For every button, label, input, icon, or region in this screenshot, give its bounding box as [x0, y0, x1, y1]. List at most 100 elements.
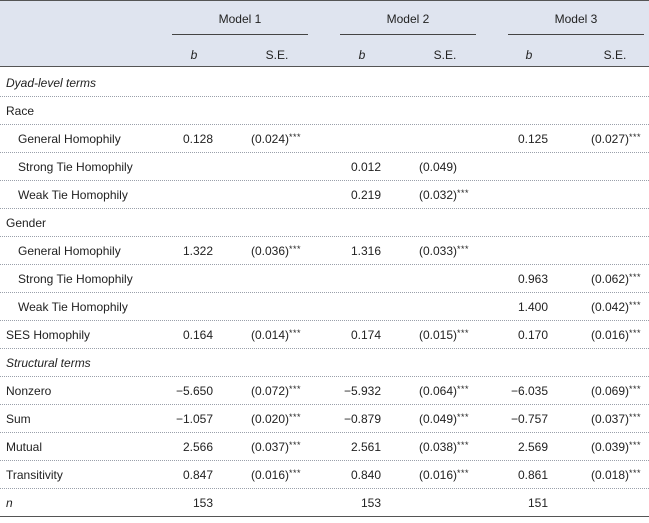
coefficient: 0.012: [350, 160, 381, 174]
significance-stars: ***: [289, 244, 302, 254]
significance-stars: ***: [457, 412, 470, 422]
model-2-se-header: S.E.: [433, 48, 457, 62]
standard-error-value: (0.069): [591, 384, 630, 398]
significance-stars: ***: [289, 440, 302, 450]
standard-error: (0.020)***: [251, 412, 301, 426]
table-row: Sum −1.057 (0.020)*** −0.879 (0.049)*** −0.75…: [0, 405, 649, 433]
table-row: Weak Tie Homophily 0.219 (0.032)***: [0, 181, 649, 209]
table-row: Strong Tie Homophily 0.012 (0.049): [0, 153, 649, 181]
row-label: Gender: [6, 216, 47, 230]
standard-error: (0.027)***: [591, 132, 641, 146]
significance-stars: ***: [457, 440, 470, 450]
significance-stars: ***: [457, 244, 470, 254]
standard-error-value: (0.016): [251, 468, 290, 482]
significance-stars: ***: [289, 328, 302, 338]
significance-stars: ***: [629, 468, 642, 478]
significance-stars: ***: [457, 328, 470, 338]
model-2-header: Model 2: [386, 12, 430, 26]
table-row: Gender: [0, 209, 649, 237]
table-row: Weak Tie Homophily 1.400 (0.042)***: [0, 293, 649, 321]
standard-error-value: (0.039): [591, 440, 630, 454]
model-3-header: Model 3: [554, 12, 598, 26]
standard-error-value: (0.014): [251, 328, 290, 342]
standard-error: (0.038)***: [419, 440, 469, 454]
coefficient: 0.128: [182, 132, 213, 146]
coefficient: −6.035: [510, 384, 548, 398]
significance-stars: ***: [629, 412, 642, 422]
row-label: Race: [6, 104, 35, 118]
coefficient: 1.400: [517, 300, 548, 314]
standard-error-value: (0.033): [419, 244, 458, 258]
coefficient: −0.879: [343, 412, 381, 426]
model-1-se-header: S.E.: [265, 48, 289, 62]
significance-stars: ***: [289, 384, 302, 394]
row-label: SES Homophily: [6, 328, 91, 342]
standard-error-value: (0.015): [419, 328, 458, 342]
model-2-rule: [340, 34, 476, 35]
coefficient: −0.757: [510, 412, 548, 426]
standard-error: (0.049): [419, 160, 457, 174]
coefficient: 0.847: [182, 468, 213, 482]
standard-error: (0.042)***: [591, 300, 641, 314]
standard-error: (0.016)***: [419, 468, 469, 482]
standard-error-value: (0.072): [251, 384, 290, 398]
table-row: Nonzero −5.650 (0.072)*** −5.932 (0.064)*** −…: [0, 377, 649, 405]
standard-error-value: (0.018): [591, 468, 630, 482]
standard-error: (0.049)***: [419, 412, 469, 426]
significance-stars: ***: [289, 468, 302, 478]
standard-error-value: (0.016): [591, 328, 630, 342]
standard-error: (0.014)***: [251, 328, 301, 342]
coefficient: 0.125: [517, 132, 548, 146]
model-3-b-header: b: [525, 48, 533, 62]
row-label: Sum: [6, 412, 31, 426]
model-3-se-header: S.E.: [603, 48, 627, 62]
coefficient: −5.932: [343, 384, 381, 398]
standard-error: (0.064)***: [419, 384, 469, 398]
row-label: General Homophily: [18, 244, 121, 258]
model-3-rule: [508, 34, 644, 35]
standard-error-value: (0.027): [591, 132, 630, 146]
row-label: Strong Tie Homophily: [18, 160, 133, 174]
significance-stars: ***: [629, 132, 642, 142]
standard-error-value: (0.016): [419, 468, 458, 482]
significance-stars: ***: [629, 300, 642, 310]
table-row: n 153 153 151: [0, 489, 649, 517]
table-row: SES Homophily 0.164 (0.014)*** 0.174 (0.015)…: [0, 321, 649, 349]
row-label: Nonzero: [6, 384, 52, 398]
coefficient: 0.861: [517, 468, 548, 482]
standard-error: (0.033)***: [419, 244, 469, 258]
row-label: Weak Tie Homophily: [18, 300, 128, 314]
coefficient: 151: [527, 496, 548, 510]
coefficient: 1.316: [350, 244, 381, 258]
row-label: n: [6, 496, 13, 510]
row-label: Transitivity: [6, 468, 63, 482]
standard-error-value: (0.038): [419, 440, 458, 454]
coefficient: 0.170: [517, 328, 548, 342]
model-2-b-header: b: [358, 48, 366, 62]
standard-error: (0.039)***: [591, 440, 641, 454]
coefficient: −1.057: [175, 412, 213, 426]
standard-error: (0.016)***: [591, 328, 641, 342]
standard-error-value: (0.042): [591, 300, 630, 314]
row-label: Mutual: [6, 440, 43, 454]
coefficient: 0.963: [517, 272, 548, 286]
model-1-header: Model 1: [218, 12, 262, 26]
standard-error-value: (0.037): [591, 412, 630, 426]
significance-stars: ***: [629, 384, 642, 394]
row-label: Structural terms: [6, 356, 91, 370]
standard-error: (0.018)***: [591, 468, 641, 482]
standard-error-value: (0.036): [251, 244, 290, 258]
standard-error: (0.072)***: [251, 384, 301, 398]
coefficient: 2.561: [350, 440, 381, 454]
table-row: Strong Tie Homophily 0.963 (0.062)***: [0, 265, 649, 293]
coefficient: 2.569: [517, 440, 548, 454]
row-label: Strong Tie Homophily: [18, 272, 133, 286]
coefficient: 0.219: [350, 188, 381, 202]
coefficient: 1.322: [182, 244, 213, 258]
standard-error: (0.015)***: [419, 328, 469, 342]
standard-error-value: (0.037): [251, 440, 290, 454]
significance-stars: ***: [629, 328, 642, 338]
significance-stars: ***: [629, 272, 642, 282]
table-row: General Homophily 1.322 (0.036)*** 1.316 (0.…: [0, 237, 649, 265]
